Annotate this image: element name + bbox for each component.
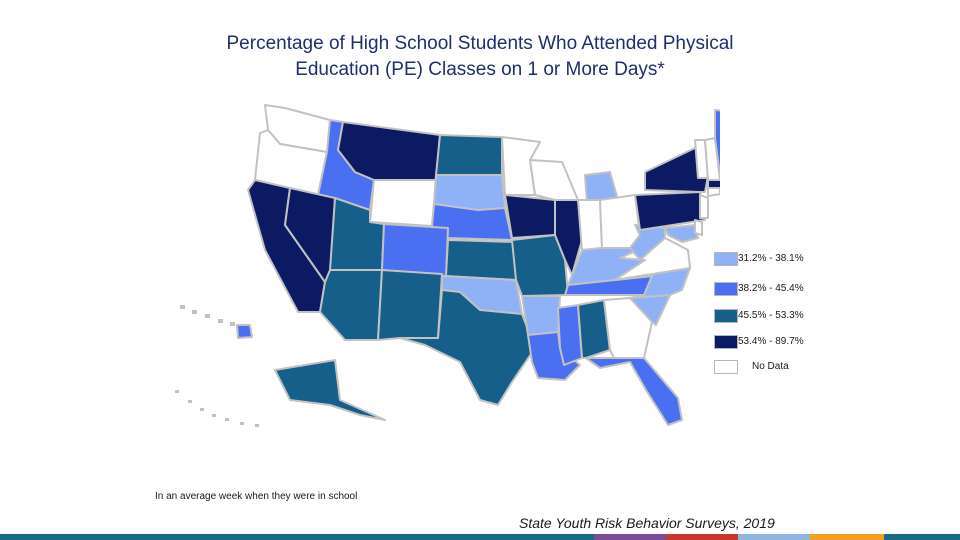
- legend-swatch-3: [714, 309, 738, 323]
- state-ma: [707, 177, 720, 189]
- legend-item-3: 45.5% - 53.3%: [714, 309, 954, 323]
- aleutian-island-3: [200, 408, 204, 411]
- state-ms: [557, 304, 583, 366]
- aleutian-island-6: [240, 422, 244, 425]
- hawaii-island-4: [218, 319, 223, 323]
- state-wi: [529, 159, 579, 201]
- legend-item-5: No Data: [714, 360, 954, 374]
- state-md: [664, 224, 699, 243]
- state-wy: [369, 179, 437, 227]
- legend-swatch-1: [714, 252, 738, 266]
- legend-item-1: 31.2% - 38.1%: [714, 252, 954, 266]
- legend-swatch-4: [714, 335, 738, 349]
- bottom-bar-segment-3: [666, 534, 738, 540]
- state-pa: [634, 191, 706, 231]
- state-mt: [337, 121, 441, 181]
- state-ks: [445, 239, 517, 281]
- aleutian-island-1: [175, 390, 179, 393]
- legend-label-3: 45.5% - 53.3%: [738, 310, 804, 321]
- legend-item-4: 53.4% - 89.7%: [714, 335, 954, 349]
- state-az: [319, 269, 383, 341]
- legend-swatch-2: [714, 282, 738, 296]
- us-choropleth-map: [175, 104, 720, 427]
- state-nc: [614, 267, 691, 299]
- bottom-color-bar: [0, 534, 960, 540]
- legend-item-2: 38.2% - 45.4%: [714, 282, 954, 296]
- aleutian-island-4: [212, 414, 216, 417]
- hawaii-island-3: [205, 314, 210, 318]
- state-ia: [504, 194, 556, 239]
- state-tx: [399, 289, 536, 406]
- hawaii-island-5: [230, 322, 235, 326]
- title-line-2: Education (PE) Classes on 1 or More Days…: [295, 59, 665, 80]
- source-citation: State Youth Risk Behavior Surveys, 2019: [519, 515, 775, 531]
- state-in: [577, 199, 603, 251]
- state-ak: [274, 359, 386, 421]
- state-al: [577, 299, 611, 359]
- bottom-bar-segment-5: [810, 534, 884, 540]
- aleutian-island-2: [188, 400, 192, 403]
- legend-label-4: 53.4% - 89.7%: [738, 336, 804, 347]
- map-title: Percentage of High School Students Who A…: [140, 31, 820, 83]
- bottom-bar-segment-1: [0, 534, 594, 540]
- state-co: [381, 223, 449, 277]
- title-line-1: Percentage of High School Students Who A…: [226, 33, 734, 54]
- state-nm: [377, 269, 443, 341]
- state-nj: [699, 194, 709, 219]
- state-oh: [599, 194, 641, 249]
- bottom-bar-segment-4: [738, 534, 810, 540]
- state-fl: [585, 357, 683, 426]
- state-ar: [521, 295, 561, 336]
- legend-label-5: No Data: [752, 361, 789, 372]
- state-nd: [435, 134, 503, 176]
- footnote: In an average week when they were in sch…: [155, 491, 358, 502]
- bottom-bar-segment-2: [594, 534, 666, 540]
- hawaii-island-1: [180, 305, 185, 309]
- state-hi: [236, 324, 253, 339]
- legend-swatch-5: [714, 360, 738, 374]
- state-me: [714, 109, 720, 176]
- aleutian-island-5: [225, 418, 229, 421]
- bottom-bar-segment-6: [884, 534, 960, 540]
- legend-label-2: 38.2% - 45.4%: [738, 283, 804, 294]
- hawaii-island-2: [192, 310, 197, 314]
- state-de: [694, 219, 703, 236]
- aleutian-island-7: [255, 424, 259, 427]
- legend-label-1: 31.2% - 38.1%: [738, 253, 804, 264]
